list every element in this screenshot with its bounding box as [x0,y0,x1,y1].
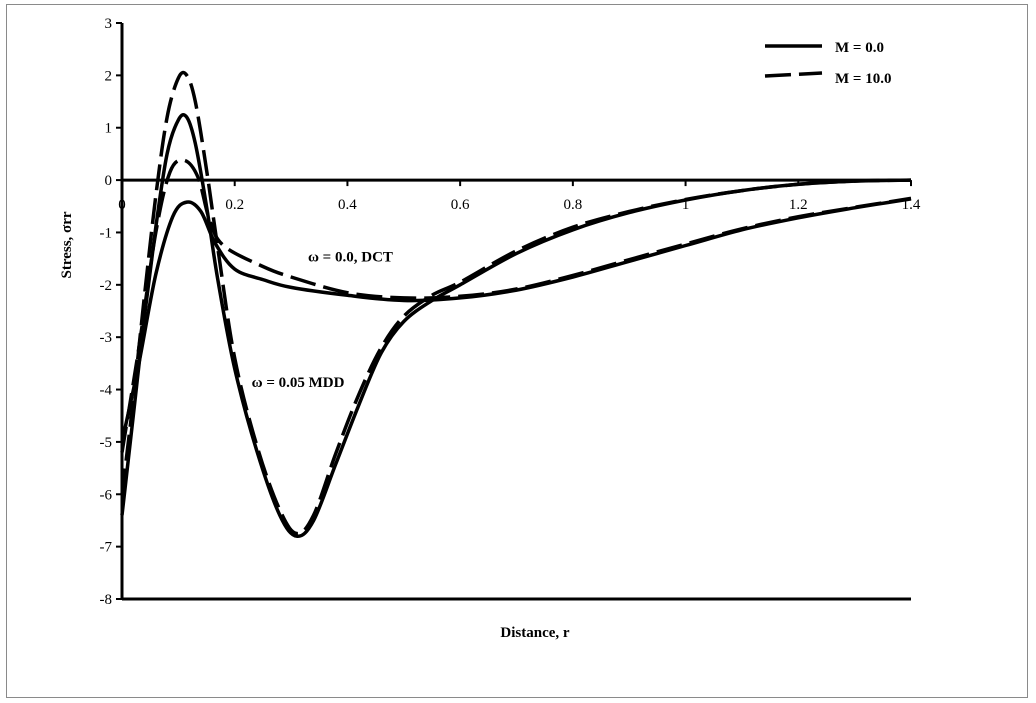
y-tick-label: 0 [105,173,113,189]
x-tick-label: 0 [118,197,126,213]
y-tick-label: -3 [100,330,113,346]
y-tick-label: -5 [100,435,113,451]
y-tick-label: 3 [105,16,113,32]
x-tick-label: 1.2 [789,197,808,213]
series-line-1 [120,158,912,453]
y-tick-label: -4 [100,383,113,399]
y-tick-label: -6 [100,487,113,503]
x-tick-label: 0.6 [451,197,470,213]
y-tick-label: -2 [100,278,113,294]
x-tick-label: 1 [682,197,690,213]
annotation-1: ω = 0.05 MDD [252,375,345,391]
legend: M = 0.0 M = 10.0 [764,40,891,87]
x-ticks: 0 0.2 0.4 0.6 0.8 1 1.2 1.4 [118,180,921,213]
annotation-0: ω = 0.0, DCT [308,249,393,265]
x-tick-label: 0.4 [338,197,357,213]
y-tick-label: -7 [100,540,113,556]
y-tick-label: 2 [105,68,113,84]
y-tick-label: -8 [100,592,113,608]
y-ticks: 3 2 1 0 -1 -2 -3 -4 -5 -6 -7 -8 [100,16,122,608]
chart-frame [6,4,1028,698]
series-lines [120,70,912,539]
series-line-2 [120,113,912,539]
x-tick-label: 0.8 [563,197,582,213]
x-axis-label: Distance, r [500,625,569,641]
annotations: ω = 0.0, DCT ω = 0.05 MDD [252,249,393,391]
y-tick-label: -1 [100,225,113,241]
x-tick-label: 0.2 [225,197,244,213]
axes [120,23,911,601]
legend-label-1: M = 10.0 [835,71,891,87]
y-tick-label: 1 [105,121,113,137]
y-axis-label: Stress, σrr [59,211,75,278]
legend-swatch-1 [764,71,823,78]
series-line-0 [120,197,912,443]
series-line-3 [120,70,912,536]
legend-label-0: M = 0.0 [835,40,884,56]
